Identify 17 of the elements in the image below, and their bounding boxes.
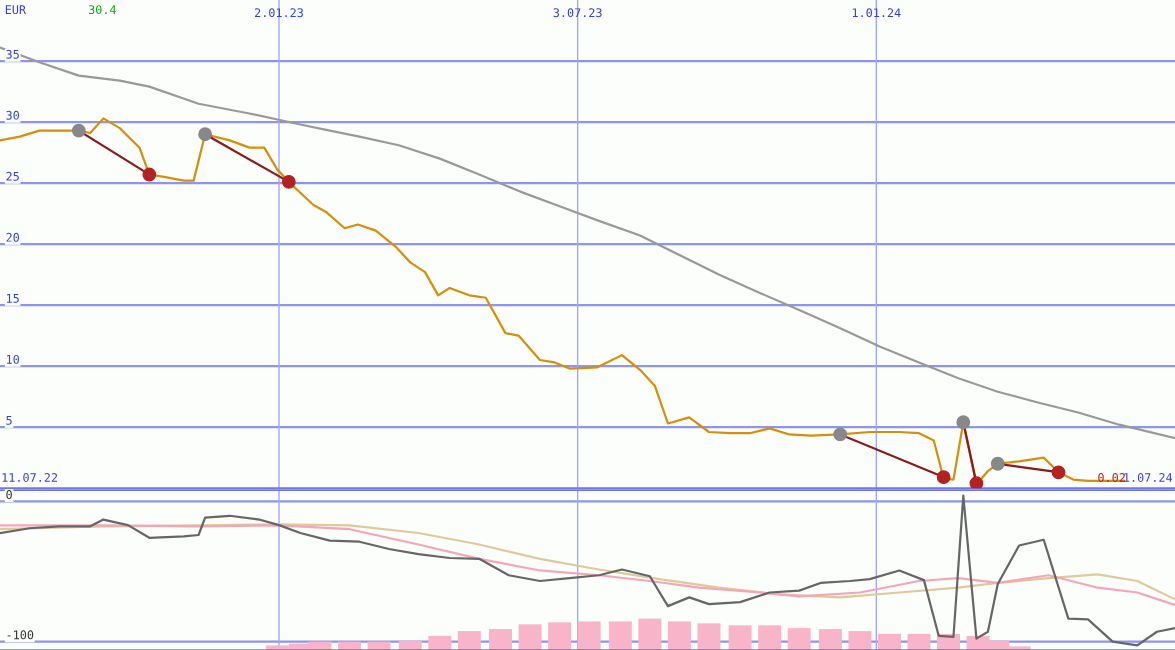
annotation: 30.4 bbox=[88, 5, 116, 15]
y-tick-label: -100 bbox=[7, 630, 34, 640]
y-tick-label: 0 bbox=[6, 490, 12, 500]
x-tick-label: 3.07.23 bbox=[553, 8, 602, 18]
y-tick-label: 5 bbox=[6, 416, 12, 425]
x-tick-label: 2.01.23 bbox=[254, 8, 303, 18]
annotation: 11.07.22 bbox=[2, 473, 58, 482]
x-tick-label: 1.01.24 bbox=[852, 8, 901, 18]
y-tick-label: 25 bbox=[6, 171, 19, 181]
annotation: 1.07.24 bbox=[1124, 473, 1173, 482]
y-tick-label: 35 bbox=[6, 49, 19, 59]
annotation: 0.02 bbox=[1098, 473, 1125, 482]
y-tick-label: 10 bbox=[6, 354, 19, 364]
annotation: EUR bbox=[5, 5, 27, 15]
y-tick-label: 15 bbox=[6, 294, 19, 303]
y-tick-label: 20 bbox=[6, 232, 19, 242]
y-tick-label: 30 bbox=[6, 110, 19, 120]
